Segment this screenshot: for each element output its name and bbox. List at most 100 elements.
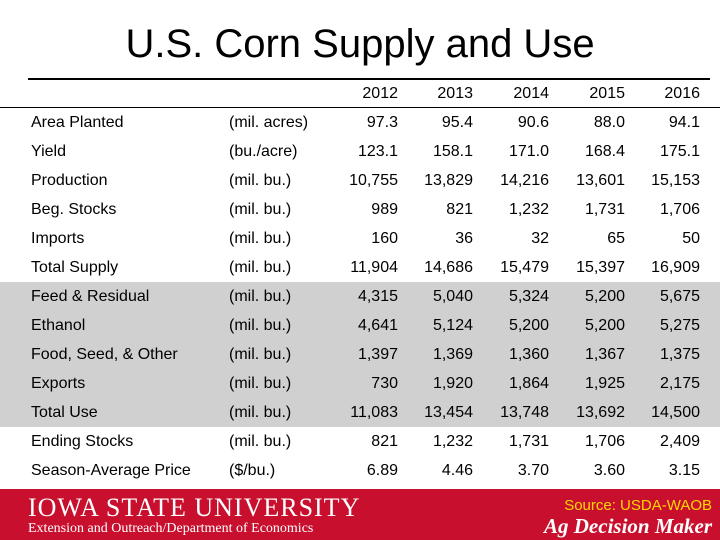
year-header: 2014 xyxy=(513,85,549,102)
table-row: Yield (bu./acre) 123.1 158.1 171.0 168.4… xyxy=(0,137,720,166)
cell-value: 50 xyxy=(682,230,700,247)
cell-value: 11,904 xyxy=(350,259,398,276)
cell-value: 1,367 xyxy=(584,346,625,363)
cell-value: 3.70 xyxy=(517,462,549,479)
cell-value: 36 xyxy=(455,230,473,247)
row-unit: (mil. bu.) xyxy=(229,259,292,276)
table-header-row: 2012 2013 2014 2015 2016 xyxy=(0,80,720,108)
row-label: Area Planted xyxy=(31,114,124,131)
footer-banner: IOWA STATE UNIVERSITY Extension and Outr… xyxy=(0,489,720,540)
cell-value: 5,324 xyxy=(508,288,549,305)
cell-value: 90.6 xyxy=(517,114,549,131)
table-row: Production (mil. bu.) 10,755 13,829 14,2… xyxy=(0,166,720,195)
cell-value: 2,175 xyxy=(659,375,700,392)
row-label: Ending Stocks xyxy=(31,433,134,450)
row-unit: (mil. acres) xyxy=(229,114,309,131)
table-row: Feed & Residual (mil. bu.) 4,315 5,040 5… xyxy=(0,282,720,311)
cell-value: 95.4 xyxy=(441,114,473,131)
cell-value: 821 xyxy=(446,201,473,218)
row-unit: (mil. bu.) xyxy=(229,404,292,421)
cell-value: 989 xyxy=(371,201,398,218)
university-logo: IOWA STATE UNIVERSITY xyxy=(28,493,361,522)
supply-use-table: 2012 2013 2014 2015 2016 Area Planted (m… xyxy=(0,80,720,485)
cell-value: 13,692 xyxy=(576,404,625,421)
title-divider xyxy=(28,78,710,80)
table-row: Total Supply (mil. bu.) 11,904 14,686 15… xyxy=(0,253,720,282)
cell-value: 1,232 xyxy=(432,433,473,450)
row-unit: (mil. bu.) xyxy=(229,375,292,392)
cell-value: 5,200 xyxy=(584,317,625,334)
row-unit: ($/bu.) xyxy=(229,462,276,479)
row-label: Total Supply xyxy=(31,259,119,276)
cell-value: 123.1 xyxy=(357,143,398,160)
cell-value: 3.15 xyxy=(668,462,700,479)
year-header: 2015 xyxy=(589,85,625,102)
table-row: Food, Seed, & Other (mil. bu.) 1,397 1,3… xyxy=(0,340,720,369)
brand-logo: Ag Decision Maker xyxy=(544,514,712,538)
table-row: Ending Stocks (mil. bu.) 821 1,232 1,731… xyxy=(0,427,720,456)
cell-value: 10,755 xyxy=(349,172,398,189)
cell-value: 15,397 xyxy=(576,259,625,276)
cell-value: 14,216 xyxy=(500,172,549,189)
cell-value: 730 xyxy=(371,375,398,392)
row-unit: (mil. bu.) xyxy=(229,230,292,247)
row-unit: (bu./acre) xyxy=(229,143,298,160)
table-row: Season-Average Price ($/bu.) 6.89 4.46 3… xyxy=(0,456,720,485)
cell-value: 16,909 xyxy=(651,259,700,276)
cell-value: 1,232 xyxy=(508,201,549,218)
table-row: Imports (mil. bu.) 160 36 32 65 50 xyxy=(0,224,720,253)
page-title: U.S. Corn Supply and Use xyxy=(125,22,595,66)
cell-value: 11,083 xyxy=(350,404,398,421)
cell-value: 5,675 xyxy=(659,288,700,305)
cell-value: 4,641 xyxy=(357,317,398,334)
row-unit: (mil. bu.) xyxy=(229,346,292,363)
cell-value: 5,275 xyxy=(659,317,700,334)
row-unit: (mil. bu.) xyxy=(229,288,292,305)
cell-value: 5,200 xyxy=(508,317,549,334)
cell-value: 5,200 xyxy=(584,288,625,305)
cell-value: 32 xyxy=(531,230,549,247)
cell-value: 6.89 xyxy=(366,462,398,479)
cell-value: 5,124 xyxy=(432,317,473,334)
row-label: Food, Seed, & Other xyxy=(31,346,178,363)
cell-value: 13,601 xyxy=(576,172,625,189)
cell-value: 1,925 xyxy=(584,375,625,392)
cell-value: 65 xyxy=(607,230,625,247)
source-note: Source: USDA-WAOB xyxy=(564,497,712,514)
cell-value: 1,706 xyxy=(584,433,625,450)
cell-value: 4,315 xyxy=(357,288,398,305)
cell-value: 3.60 xyxy=(593,462,625,479)
cell-value: 1,706 xyxy=(659,201,700,218)
table-row: Exports (mil. bu.) 730 1,920 1,864 1,925… xyxy=(0,369,720,398)
table-row: Area Planted (mil. acres) 97.3 95.4 90.6… xyxy=(0,108,720,137)
row-unit: (mil. bu.) xyxy=(229,433,292,450)
row-label: Imports xyxy=(31,230,85,247)
cell-value: 168.4 xyxy=(584,143,625,160)
table-row: Beg. Stocks (mil. bu.) 989 821 1,232 1,7… xyxy=(0,195,720,224)
table-row: Ethanol (mil. bu.) 4,641 5,124 5,200 5,2… xyxy=(0,311,720,340)
cell-value: 97.3 xyxy=(366,114,398,131)
row-label: Ethanol xyxy=(31,317,86,334)
row-label: Season-Average Price xyxy=(31,462,191,479)
year-header: 2013 xyxy=(437,85,473,102)
cell-value: 1,731 xyxy=(584,201,625,218)
cell-value: 94.1 xyxy=(668,114,700,131)
cell-value: 160 xyxy=(371,230,398,247)
cell-value: 1,369 xyxy=(432,346,473,363)
row-label: Beg. Stocks xyxy=(31,201,117,218)
row-label: Yield xyxy=(31,143,66,160)
department-text: Extension and Outreach/Department of Eco… xyxy=(28,521,314,536)
cell-value: 1,864 xyxy=(508,375,549,392)
year-header: 2016 xyxy=(664,85,700,102)
cell-value: 1,360 xyxy=(508,346,549,363)
cell-value: 5,040 xyxy=(432,288,473,305)
cell-value: 171.0 xyxy=(508,143,549,160)
cell-value: 158.1 xyxy=(432,143,473,160)
cell-value: 821 xyxy=(371,433,398,450)
cell-value: 1,920 xyxy=(432,375,473,392)
row-label: Feed & Residual xyxy=(31,288,150,305)
row-unit: (mil. bu.) xyxy=(229,172,292,189)
year-header: 2012 xyxy=(362,85,398,102)
row-unit: (mil. bu.) xyxy=(229,317,292,334)
row-unit: (mil. bu.) xyxy=(229,201,292,218)
